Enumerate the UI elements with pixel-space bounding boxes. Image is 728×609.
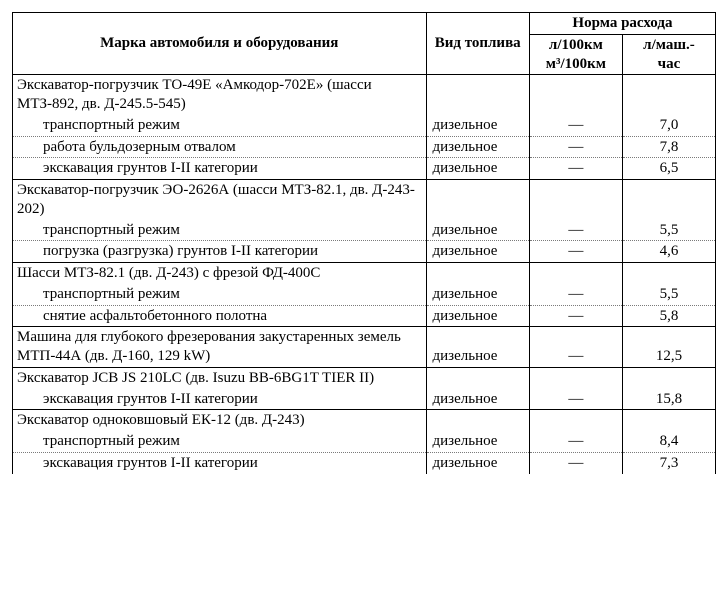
fuel-type: дизельное: [426, 158, 529, 180]
norm-per-machine-hour: [622, 75, 715, 115]
fuel-type: дизельное: [426, 115, 529, 136]
equipment-title: Экскаватор одноковшовый ЕК-12 (дв. Д-243…: [13, 410, 427, 431]
fuel-type: дизельное: [426, 327, 529, 368]
fuel-type: дизельное: [426, 389, 529, 410]
fuel-type: дизельное: [426, 241, 529, 263]
header-col1-line1: л/100км: [549, 37, 603, 53]
norm-per-100km: —: [529, 305, 622, 327]
fuel-norms-table: Марка автомобиля и оборудования Вид топл…: [12, 12, 716, 474]
equipment-title: Машина для глубокого фрезерования закуст…: [13, 327, 427, 368]
norm-per-machine-hour: 5,8: [622, 305, 715, 327]
table-row: Экскаватор-погрузчик ТО-49Е «Амкодор-702…: [13, 75, 716, 115]
mode-label: работа бульдозерным отвалом: [13, 136, 427, 158]
table-row: экскавация грунтов I-II категориидизельн…: [13, 452, 716, 473]
norm-per-100km: [529, 75, 622, 115]
equipment-title: Экскаватор-погрузчик ТО-49Е «Амкодор-702…: [13, 75, 427, 115]
header-fuel: Вид топлива: [426, 13, 529, 75]
fuel-type: [426, 75, 529, 115]
table-row: погрузка (разгрузка) грунтов I-II катего…: [13, 241, 716, 263]
mode-label: транспортный режим: [13, 431, 427, 452]
table-row: экскавация грунтов I-II категориидизельн…: [13, 158, 716, 180]
fuel-type: [426, 180, 529, 220]
mode-label: экскавация грунтов I-II категории: [13, 389, 427, 410]
norm-per-machine-hour: [622, 263, 715, 284]
header-norm-group: Норма расхода: [529, 13, 715, 35]
fuel-type: дизельное: [426, 136, 529, 158]
fuel-type: дизельное: [426, 284, 529, 305]
mode-label: экскавация грунтов I-II категории: [13, 158, 427, 180]
header-name: Марка автомобиля и оборудования: [13, 13, 427, 75]
table-row: экскавация грунтов I-II категориидизельн…: [13, 389, 716, 410]
norm-per-machine-hour: 12,5: [622, 327, 715, 368]
norm-per-machine-hour: [622, 367, 715, 388]
fuel-type: дизельное: [426, 431, 529, 452]
norm-per-machine-hour: 7,8: [622, 136, 715, 158]
fuel-type: [426, 410, 529, 431]
norm-per-100km: —: [529, 136, 622, 158]
norm-per-100km: —: [529, 115, 622, 136]
header-col2: л/маш.- час: [622, 34, 715, 75]
table-body: Экскаватор-погрузчик ТО-49Е «Амкодор-702…: [13, 75, 716, 474]
table-row: Шасси МТЗ-82.1 (дв. Д-243) с фрезой ФД-4…: [13, 263, 716, 284]
header-col2-line1: л/маш.-: [643, 37, 695, 53]
table-row: транспортный режимдизельное—7,0: [13, 115, 716, 136]
equipment-title: Экскаватор JCB JS 210LC (дв. Isuzu BB-6B…: [13, 367, 427, 388]
norm-per-machine-hour: 5,5: [622, 220, 715, 241]
table-row: работа бульдозерным отваломдизельное—7,8: [13, 136, 716, 158]
table-row: Экскаватор JCB JS 210LC (дв. Isuzu BB-6B…: [13, 367, 716, 388]
mode-label: транспортный режим: [13, 115, 427, 136]
header-col1: л/100км м³/100км: [529, 34, 622, 75]
norm-per-100km: [529, 367, 622, 388]
norm-per-100km: —: [529, 431, 622, 452]
norm-per-100km: [529, 263, 622, 284]
norm-per-machine-hour: 8,4: [622, 431, 715, 452]
norm-per-machine-hour: 15,8: [622, 389, 715, 410]
mode-label: снятие асфальтобетонного полотна: [13, 305, 427, 327]
table-row: Экскаватор одноковшовый ЕК-12 (дв. Д-243…: [13, 410, 716, 431]
norm-per-100km: —: [529, 241, 622, 263]
fuel-type: дизельное: [426, 305, 529, 327]
fuel-type: [426, 263, 529, 284]
norm-per-100km: —: [529, 158, 622, 180]
norm-per-100km: [529, 180, 622, 220]
norm-per-machine-hour: 5,5: [622, 284, 715, 305]
header-col2-line2: час: [658, 56, 681, 72]
norm-per-machine-hour: 7,0: [622, 115, 715, 136]
norm-per-100km: —: [529, 389, 622, 410]
fuel-type: [426, 367, 529, 388]
norm-per-machine-hour: [622, 410, 715, 431]
norm-per-100km: —: [529, 284, 622, 305]
norm-per-machine-hour: 7,3: [622, 452, 715, 473]
norm-per-100km: —: [529, 327, 622, 368]
mode-label: транспортный режим: [13, 284, 427, 305]
header-col1-line2: м³/100км: [546, 56, 606, 72]
table-row: транспортный режимдизельное—5,5: [13, 220, 716, 241]
table-row: снятие асфальтобетонного полотнадизельно…: [13, 305, 716, 327]
norm-per-machine-hour: [622, 180, 715, 220]
table-row: транспортный режимдизельное—8,4: [13, 431, 716, 452]
table-header: Марка автомобиля и оборудования Вид топл…: [13, 13, 716, 75]
equipment-title: Экскаватор-погрузчик ЭО-2626А (шасси МТЗ…: [13, 180, 427, 220]
table-row: Машина для глубокого фрезерования закуст…: [13, 327, 716, 368]
norm-per-100km: —: [529, 452, 622, 473]
mode-label: экскавация грунтов I-II категории: [13, 452, 427, 473]
norm-per-machine-hour: 4,6: [622, 241, 715, 263]
mode-label: транспортный режим: [13, 220, 427, 241]
table-row: транспортный режимдизельное—5,5: [13, 284, 716, 305]
norm-per-100km: [529, 410, 622, 431]
fuel-type: дизельное: [426, 452, 529, 473]
norm-per-100km: —: [529, 220, 622, 241]
fuel-type: дизельное: [426, 220, 529, 241]
equipment-title: Шасси МТЗ-82.1 (дв. Д-243) с фрезой ФД-4…: [13, 263, 427, 284]
mode-label: погрузка (разгрузка) грунтов I-II катего…: [13, 241, 427, 263]
table-row: Экскаватор-погрузчик ЭО-2626А (шасси МТЗ…: [13, 180, 716, 220]
norm-per-machine-hour: 6,5: [622, 158, 715, 180]
